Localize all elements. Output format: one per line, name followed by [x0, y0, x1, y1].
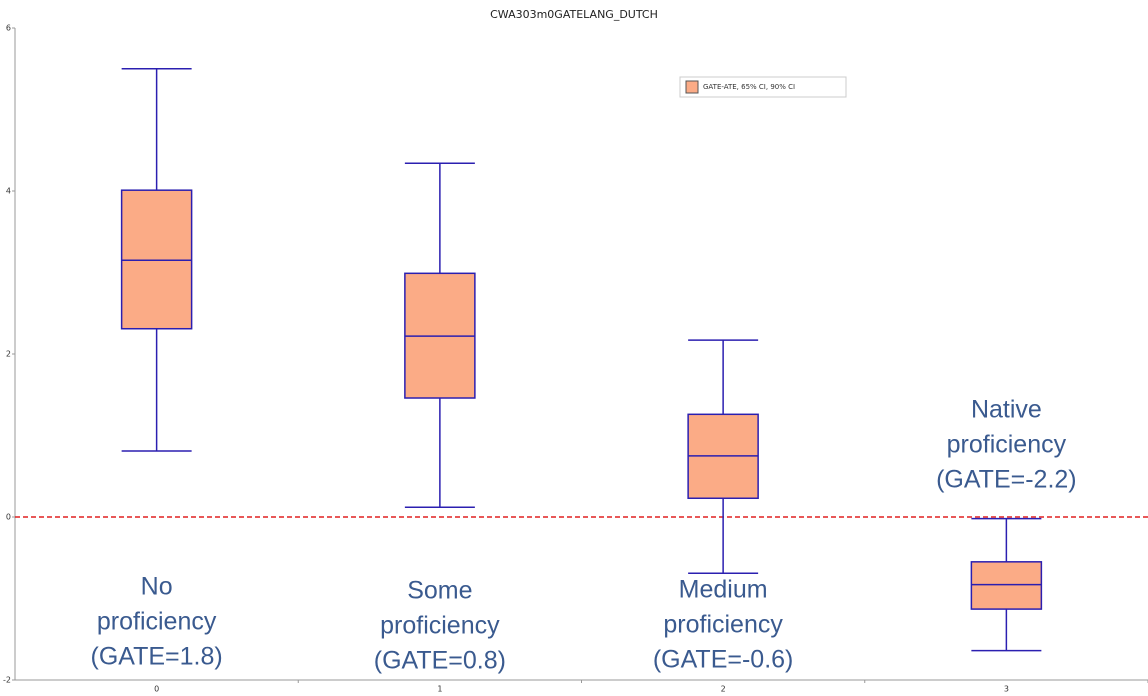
x-tick-label: 2: [721, 685, 726, 694]
x-tick-label: 3: [1004, 685, 1009, 694]
legend-swatch: [685, 80, 699, 94]
annotation: proficiency: [380, 612, 500, 640]
annotation: Some: [407, 577, 472, 605]
y-tick-label: -2: [3, 676, 11, 685]
annotation: (GATE=-2.2): [936, 466, 1077, 494]
y-tick-label: 6: [6, 24, 11, 33]
y-tick-label: 2: [6, 350, 11, 359]
y-tick-label: 4: [6, 187, 11, 196]
box: [120, 189, 193, 330]
y-tick-label: 0: [6, 513, 11, 522]
annotation: (GATE=-0.6): [653, 646, 794, 674]
annotation: No: [141, 573, 173, 601]
chart-title: CWA303m0GATELANG_DUTCH: [490, 8, 658, 21]
annotation: Native: [971, 396, 1042, 424]
annotation: proficiency: [97, 608, 217, 636]
annotation: (GATE=0.8): [374, 647, 506, 675]
annotation: proficiency: [663, 611, 783, 639]
legend-label: GATE-ATE, 65% CI, 90% CI: [703, 83, 795, 91]
x-tick-label: 1: [437, 685, 442, 694]
annotation: (GATE=1.8): [91, 643, 223, 671]
x-tick-label: 0: [154, 685, 159, 694]
annotation: proficiency: [947, 431, 1067, 459]
box: [970, 561, 1043, 610]
legend-box: [679, 76, 847, 98]
annotation: Medium: [679, 576, 768, 604]
